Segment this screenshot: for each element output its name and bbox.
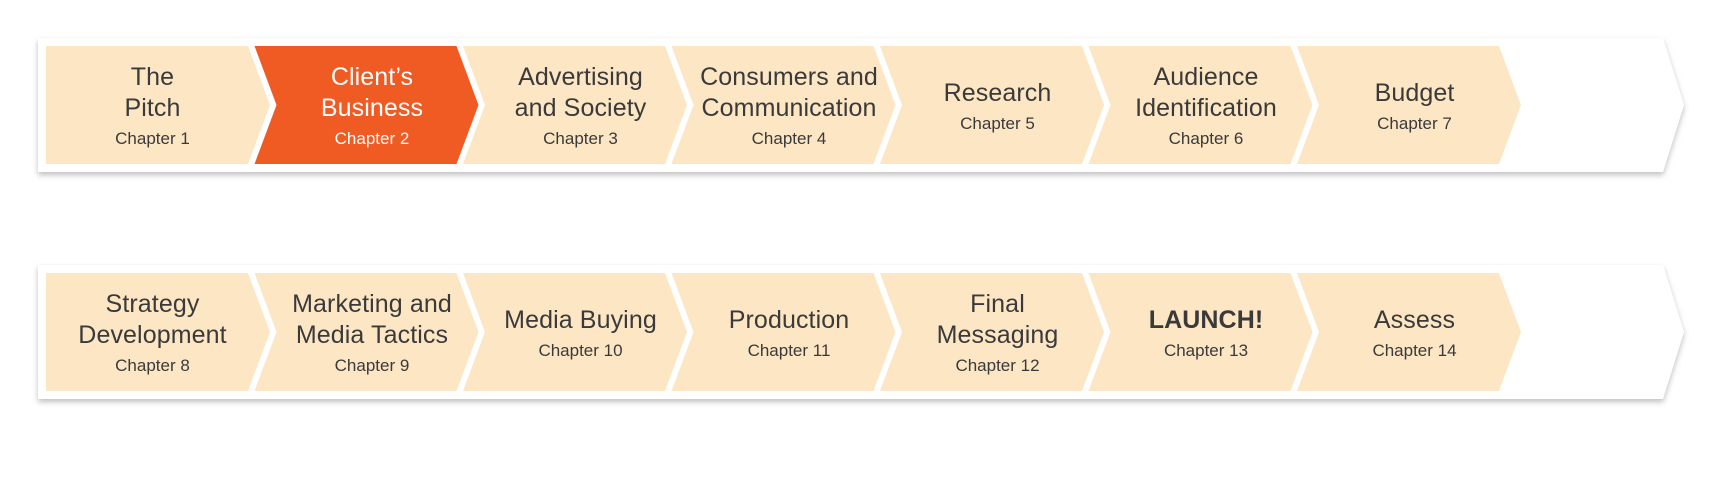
chevron-step-chapter-9 — [254, 273, 479, 391]
step-label: Assess Chapter 14 — [1319, 269, 1510, 397]
step-title: Audience Identification — [1135, 63, 1277, 122]
chevron-step-chapter-3 — [463, 46, 687, 164]
step-label: Marketing and Media Tactics Chapter 9 — [277, 269, 468, 397]
chevron-step-chapter-13 — [1088, 273, 1313, 391]
step-title: Budget — [1374, 78, 1455, 107]
step-chapter: Chapter 4 — [751, 129, 827, 148]
step-chapter: Chapter 6 — [1168, 129, 1244, 148]
chevron-step-chapter-6 — [1088, 46, 1313, 164]
step-title: Advertising and Society — [514, 63, 647, 122]
step-title: Final Messaging — [936, 290, 1059, 349]
step-label: Consumers and Communication Chapter 4 — [694, 42, 885, 170]
step-chapter: Chapter 12 — [955, 356, 1040, 375]
step-title: Strategy Development — [78, 290, 227, 349]
step-title: Consumers and Communication — [700, 63, 878, 122]
chevron-step-chapter-5 — [880, 46, 1104, 164]
step-label: Client’s Business Chapter 2 — [277, 42, 468, 170]
step-title: Assess — [1373, 305, 1456, 334]
step-title: Client’s Business — [320, 63, 424, 122]
step-title: Research — [943, 78, 1052, 107]
chevron-step-chapter-7 — [1297, 46, 1521, 164]
chevron-step-chapter-14 — [1297, 273, 1521, 391]
step-label: Advertising and Society Chapter 3 — [485, 42, 676, 170]
step-chapter: Chapter 3 — [543, 129, 618, 148]
chevron-step-chapter-4 — [671, 46, 896, 164]
roadmap-row-1: The Pitch Chapter 1 Client’s Business Chapt… — [38, 38, 1684, 186]
step-chapter: Chapter 7 — [1377, 113, 1452, 133]
chevron-step-chapter-8 — [46, 273, 270, 391]
step-chapter: Chapter 14 — [1372, 340, 1457, 360]
step-title: LAUNCH! — [1148, 305, 1264, 334]
roadmap-row-2: Strategy Development Chapter 8 Marketing a… — [38, 265, 1684, 413]
step-title: Marketing and Media Tactics — [292, 290, 452, 349]
row-1-band — [38, 38, 1684, 172]
step-chapter: Chapter 11 — [747, 340, 831, 360]
step-label: Budget Chapter 7 — [1319, 42, 1510, 170]
step-label: LAUNCH! Chapter 13 — [1111, 269, 1302, 397]
step-title: Production — [728, 305, 850, 334]
step-label: Production Chapter 11 — [694, 269, 885, 397]
chevron-step-chapter-2 — [254, 46, 479, 164]
step-label: Final Messaging Chapter 12 — [902, 269, 1093, 397]
step-chapter: Chapter 5 — [960, 113, 1035, 133]
chevron-step-chapter-1 — [46, 46, 270, 164]
step-chapter: Chapter 1 — [115, 129, 190, 148]
step-title: The Pitch — [124, 63, 181, 122]
step-label: Audience Identification Chapter 6 — [1111, 42, 1302, 170]
chevron-step-chapter-12 — [880, 273, 1104, 391]
step-label: Strategy Development Chapter 8 — [46, 269, 259, 397]
step-chapter: Chapter 13 — [1163, 340, 1249, 360]
step-label: Research Chapter 5 — [902, 42, 1093, 170]
step-chapter: Chapter 2 — [334, 129, 410, 148]
step-label: Media Buying Chapter 10 — [485, 269, 676, 397]
step-chapter: Chapter 10 — [538, 340, 623, 360]
step-chapter: Chapter 9 — [334, 356, 410, 375]
chevron-step-chapter-11 — [671, 273, 896, 391]
step-chapter: Chapter 8 — [115, 356, 190, 375]
row-2-band — [38, 265, 1684, 399]
chevron-step-chapter-10 — [463, 273, 687, 391]
step-title: Media Buying — [504, 305, 657, 334]
step-label: The Pitch Chapter 1 — [46, 42, 259, 170]
